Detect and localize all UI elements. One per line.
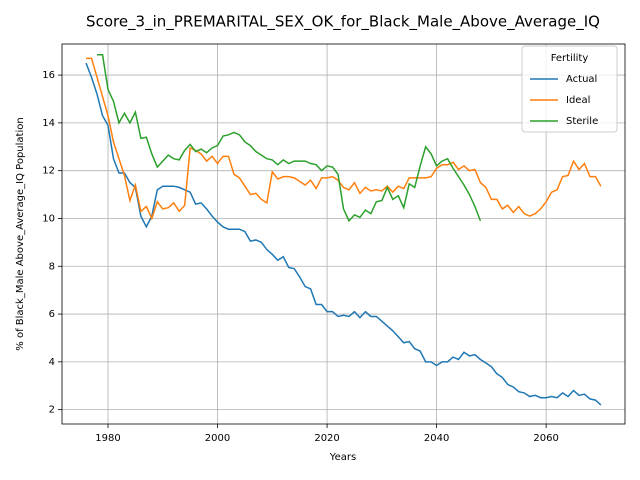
- chart-title: Score_3_in_PREMARITAL_SEX_OK_for_Black_M…: [86, 13, 600, 32]
- x-tick-label: 2000: [205, 433, 230, 444]
- y-tick-label: 4: [49, 357, 55, 368]
- y-tick-label: 16: [42, 70, 55, 81]
- x-tick-label: 2040: [424, 433, 449, 444]
- legend-label: Ideal: [566, 95, 590, 106]
- x-tick-label: 2060: [533, 433, 558, 444]
- x-tick-label: 2020: [314, 433, 339, 444]
- legend-title: Fertility: [551, 53, 589, 64]
- x-axis-label: Years: [329, 452, 356, 463]
- y-tick-label: 8: [49, 261, 55, 272]
- y-axis-label: % of Black_Male Above_Average_IQ Populat…: [15, 117, 26, 350]
- series-line: [97, 55, 480, 221]
- x-tick-label: 1980: [95, 433, 120, 444]
- y-tick-label: 10: [42, 213, 55, 224]
- y-tick-label: 14: [42, 118, 55, 129]
- y-tick-label: 6: [49, 309, 55, 320]
- y-tick-label: 2: [49, 405, 55, 416]
- y-tick-label: 12: [42, 166, 55, 177]
- legend-label: Actual: [566, 74, 597, 85]
- legend-label: Sterile: [566, 116, 598, 127]
